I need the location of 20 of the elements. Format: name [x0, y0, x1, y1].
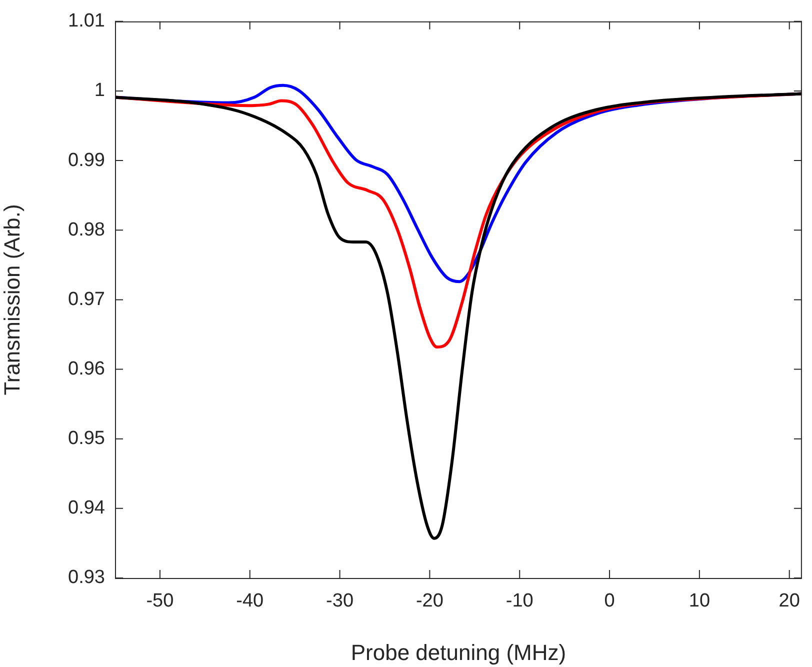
x-tick-label: -10 [506, 590, 534, 612]
y-tick-label: 0.95 [68, 428, 105, 450]
x-axis-title: Probe detuning (MHz) [350, 640, 566, 665]
x-tick-label: -20 [416, 590, 444, 612]
x-tick-label: 20 [778, 590, 800, 612]
x-tick-label: -50 [146, 590, 174, 612]
y-tick-label: 0.94 [68, 498, 106, 519]
y-axis-title: Transmission (Arb.) [0, 204, 24, 396]
y-tick-label: 0.97 [68, 288, 105, 310]
x-tick-label: -40 [236, 590, 264, 612]
y-tick-label: 0.98 [68, 219, 105, 240]
y-tick-label: 1.01 [68, 10, 105, 32]
x-tick-label: 0 [604, 590, 615, 612]
line-series [115, 92, 802, 540]
y-tick-label: 1 [94, 80, 105, 102]
y-tick-label: 0.93 [68, 567, 105, 588]
x-tick-label: -30 [326, 590, 354, 612]
x-tick-label: 10 [688, 590, 710, 612]
y-tick-label: 0.99 [68, 150, 105, 171]
y-tick-label: 0.96 [68, 358, 105, 380]
